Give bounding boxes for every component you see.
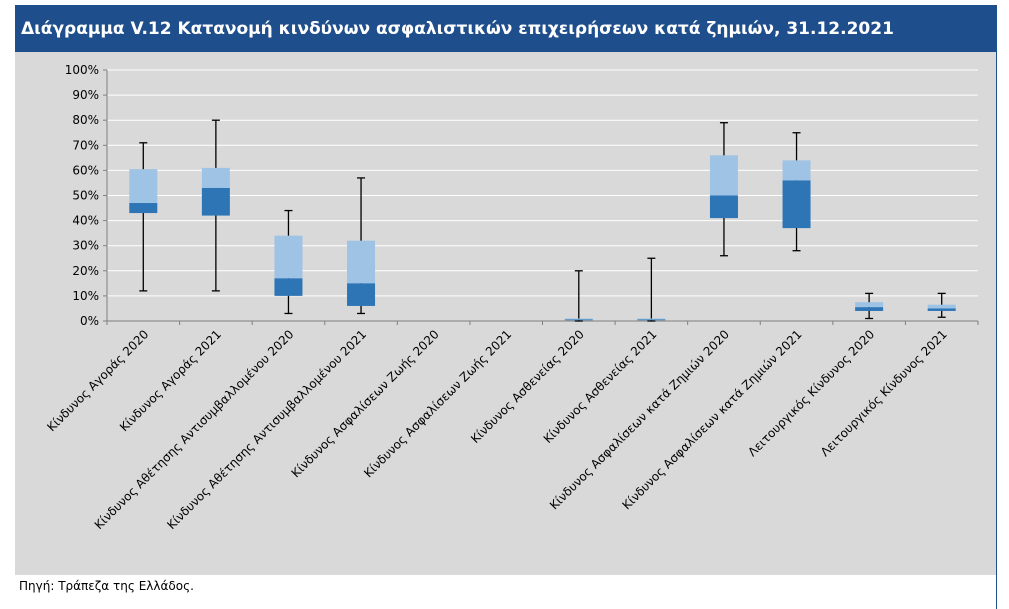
y-tick-label: 60%: [72, 163, 99, 177]
y-tick-label: 40%: [72, 214, 99, 228]
box-upper-quartile: [637, 318, 666, 320]
category-label: Λειτουργικός Κίνδυνος 2020: [745, 327, 877, 459]
box-upper-quartile: [564, 318, 593, 320]
box-upper-quartile: [129, 169, 158, 204]
category-label: Κίνδυνος Ασφαλίσεων Ζωής 2021: [361, 327, 514, 480]
box-upper-quartile: [347, 240, 376, 284]
box-upper-quartile: [782, 160, 811, 181]
box-lower-quartile: [637, 319, 666, 321]
y-tick-label: 0%: [80, 314, 99, 328]
y-tick-label: 70%: [72, 138, 99, 152]
y-tick-label: 80%: [72, 113, 99, 127]
box-lower-quartile: [564, 319, 593, 321]
box-upper-quartile: [709, 155, 738, 196]
box-upper-quartile: [274, 235, 303, 279]
box-lower-quartile: [782, 180, 811, 229]
y-tick-label: 20%: [72, 264, 99, 278]
chart-title: Διάγραμμα V.12 Κατανομή κινδύνων ασφαλισ…: [15, 5, 997, 52]
y-tick-label: 90%: [72, 88, 99, 102]
box-lower-quartile: [129, 203, 158, 214]
box-upper-quartile: [855, 302, 884, 308]
frame-border: [996, 52, 997, 609]
y-tick-label: 50%: [72, 189, 99, 203]
box-lower-quartile: [347, 283, 376, 306]
box-lower-quartile: [855, 307, 884, 311]
box-upper-quartile: [927, 304, 956, 309]
y-tick-label: 100%: [65, 63, 99, 77]
category-label: Λειτουργικός Κίνδυνος 2021: [818, 327, 950, 459]
chart-area: 0% 10% 20% 30% 40% 50% 60% 70% 80% 90% 100% Κίνδυνο…: [15, 52, 997, 575]
box-lower-quartile: [927, 308, 956, 311]
box-upper-quartile: [201, 167, 230, 188]
box-lower-quartile: [709, 195, 738, 219]
category-label: Κίνδυνος Ασφαλίσεων Ζωής 2020: [289, 327, 442, 480]
box-lower-quartile: [201, 187, 230, 216]
y-tick-label: 30%: [72, 239, 99, 253]
box-lower-quartile: [274, 278, 303, 296]
y-tick-label: 10%: [72, 289, 99, 303]
source-note: Πηγή: Τράπεζα της Ελλάδος.: [19, 579, 194, 593]
boxplot-chart: 0% 10% 20% 30% 40% 50% 60% 70% 80% 90% 100% Κίνδυνο…: [44, 63, 979, 532]
